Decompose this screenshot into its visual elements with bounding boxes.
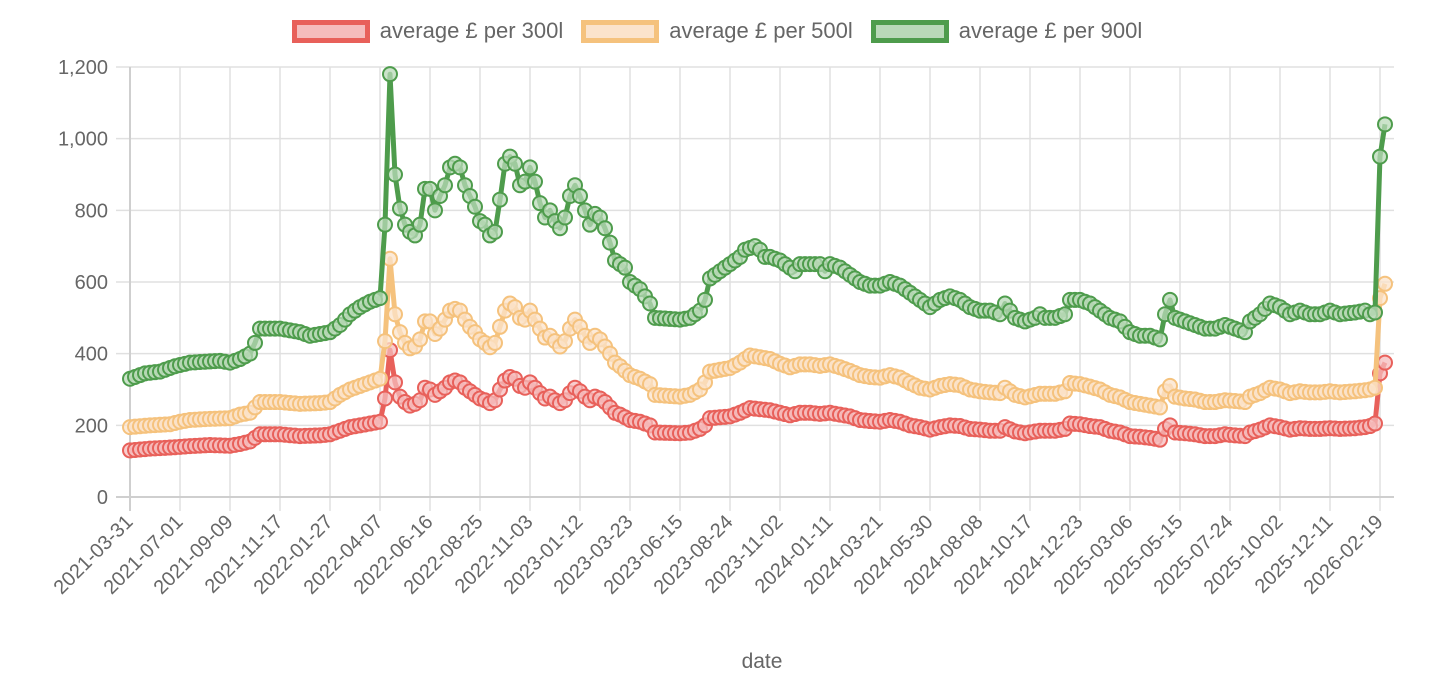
data-point xyxy=(392,200,408,217)
data-point xyxy=(372,370,388,387)
data-point xyxy=(1377,275,1393,292)
data-point xyxy=(572,188,588,204)
x-axis: 2021-03-312021-07-012021-09-092021-11-17… xyxy=(50,496,1394,599)
data-point xyxy=(1152,399,1168,416)
data-point xyxy=(377,333,393,350)
y-tick-label: 200 xyxy=(75,415,108,437)
series-2 xyxy=(122,66,1393,387)
data-point xyxy=(602,234,618,251)
y-tick-label: 400 xyxy=(75,344,108,366)
legend-swatch-300l xyxy=(291,19,370,43)
legend-item-300l[interactable]: average £ per 300l xyxy=(291,18,564,44)
data-point xyxy=(377,216,393,233)
data-point xyxy=(1377,354,1393,371)
data-point xyxy=(1367,379,1383,396)
data-point xyxy=(487,334,503,351)
y-tick-label: 1,000 xyxy=(58,129,108,151)
data-point xyxy=(372,290,388,307)
x-axis-title: date xyxy=(742,650,783,673)
grid xyxy=(116,66,1394,511)
data-point xyxy=(1057,306,1073,323)
data-point xyxy=(697,291,713,308)
legend-label-900l: average £ per 900l xyxy=(958,18,1143,43)
data-point xyxy=(487,223,503,240)
data-point xyxy=(387,374,403,391)
y-tick-label: 800 xyxy=(75,200,108,222)
data-point xyxy=(527,173,543,190)
legend-item-900l[interactable]: average £ per 900l xyxy=(870,18,1143,44)
y-tick-label: 1,200 xyxy=(58,57,108,79)
data-point xyxy=(382,66,398,83)
data-point xyxy=(1162,291,1178,308)
data-point xyxy=(412,331,428,348)
y-tick-label: 600 xyxy=(75,272,108,294)
legend-label-500l: average £ per 500l xyxy=(669,18,853,43)
data-point xyxy=(372,413,388,430)
legend-item-500l[interactable]: average £ per 500l xyxy=(581,18,853,44)
data-point xyxy=(492,191,508,208)
series-1 xyxy=(122,250,1393,436)
data-point xyxy=(247,334,263,351)
data-point xyxy=(1367,304,1383,321)
data-point xyxy=(437,177,453,194)
legend: average £ per 300l average £ per 500l av… xyxy=(0,18,1434,44)
series-group xyxy=(122,66,1393,459)
data-point xyxy=(597,220,613,237)
legend-label-300l: average £ per 300l xyxy=(379,18,564,43)
legend-swatch-500l xyxy=(581,19,660,43)
data-point xyxy=(467,198,483,215)
series-0 xyxy=(122,342,1393,459)
data-point xyxy=(492,318,508,335)
data-point xyxy=(1377,116,1393,133)
data-point xyxy=(617,259,633,276)
data-point xyxy=(522,159,538,176)
data-point xyxy=(377,390,393,407)
data-point xyxy=(557,209,573,226)
y-axis: 0 200 400 600 800 1,000 1,200 xyxy=(58,57,131,511)
data-point xyxy=(387,306,403,323)
data-point xyxy=(387,166,403,183)
data-point xyxy=(1367,415,1383,432)
data-point xyxy=(1372,148,1388,165)
data-point xyxy=(642,295,658,312)
data-point xyxy=(412,216,428,233)
data-point xyxy=(1152,331,1168,348)
data-point xyxy=(427,202,443,219)
data-point xyxy=(452,159,468,176)
legend-swatch-900l xyxy=(870,19,949,43)
y-tick-label: 0 xyxy=(97,487,108,509)
data-point xyxy=(507,155,523,172)
